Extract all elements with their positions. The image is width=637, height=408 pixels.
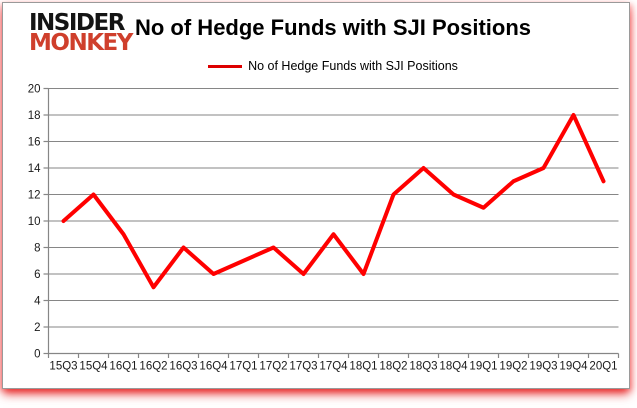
- svg-text:6: 6: [34, 269, 40, 281]
- svg-text:15Q4: 15Q4: [79, 361, 108, 373]
- svg-text:18Q3: 18Q3: [409, 361, 437, 373]
- svg-text:18Q1: 18Q1: [349, 361, 377, 373]
- svg-text:10: 10: [28, 216, 41, 228]
- svg-text:2: 2: [34, 322, 40, 334]
- y-axis-labels: 0 2 4 6 8 10 12 14 16 18 20: [28, 84, 41, 361]
- svg-text:4: 4: [34, 296, 41, 308]
- svg-text:17Q1: 17Q1: [229, 361, 257, 373]
- logo-insider-text: INSIDER: [29, 10, 125, 36]
- chart-title: No of Hedge Funds with SJI Positions: [134, 15, 531, 40]
- chart-legend: No of Hedge Funds with SJI Positions: [43, 59, 623, 73]
- svg-text:19Q2: 19Q2: [499, 361, 527, 373]
- svg-text:12: 12: [28, 190, 41, 202]
- svg-text:18: 18: [28, 110, 41, 122]
- line-chart-svg: 0 2 4 6 8 10 12 14 16 18 20 15Q3 15Q4 16Q1 16Q2 16Q3 16Q…: [28, 84, 620, 373]
- svg-text:16Q4: 16Q4: [199, 361, 228, 373]
- svg-text:19Q4: 19Q4: [559, 361, 588, 373]
- svg-text:16Q3: 16Q3: [169, 361, 197, 373]
- svg-text:17Q2: 17Q2: [259, 361, 287, 373]
- chart-card: INSIDER MONKEY No of Hedge Funds with SJ…: [2, 2, 630, 389]
- legend-line-swatch: [208, 64, 243, 68]
- svg-text:14: 14: [28, 163, 41, 175]
- svg-text:18Q2: 18Q2: [379, 361, 407, 373]
- svg-text:0: 0: [34, 349, 40, 361]
- legend-label: No of Hedge Funds with SJI Positions: [248, 59, 458, 73]
- insider-monkey-logo: INSIDER MONKEY: [29, 10, 133, 57]
- svg-text:15Q3: 15Q3: [49, 361, 77, 373]
- svg-text:20Q1: 20Q1: [589, 361, 617, 373]
- svg-text:18Q4: 18Q4: [439, 361, 468, 373]
- svg-text:17Q4: 17Q4: [319, 361, 348, 373]
- axes: [43, 87, 620, 358]
- svg-text:19Q1: 19Q1: [469, 361, 497, 373]
- svg-text:16: 16: [28, 137, 41, 149]
- gridlines: [48, 88, 619, 328]
- svg-text:20: 20: [28, 84, 41, 96]
- logo-monkey-text: MONKEY: [29, 30, 133, 57]
- svg-text:16Q1: 16Q1: [109, 361, 137, 373]
- svg-text:8: 8: [34, 243, 40, 255]
- svg-text:17Q3: 17Q3: [289, 361, 317, 373]
- series-line: [61, 113, 606, 290]
- svg-text:19Q3: 19Q3: [529, 361, 557, 373]
- x-axis-labels: 15Q3 15Q4 16Q1 16Q2 16Q3 16Q4 17Q1 17Q2 17Q3 17Q4…: [49, 361, 617, 373]
- svg-text:16Q2: 16Q2: [139, 361, 167, 373]
